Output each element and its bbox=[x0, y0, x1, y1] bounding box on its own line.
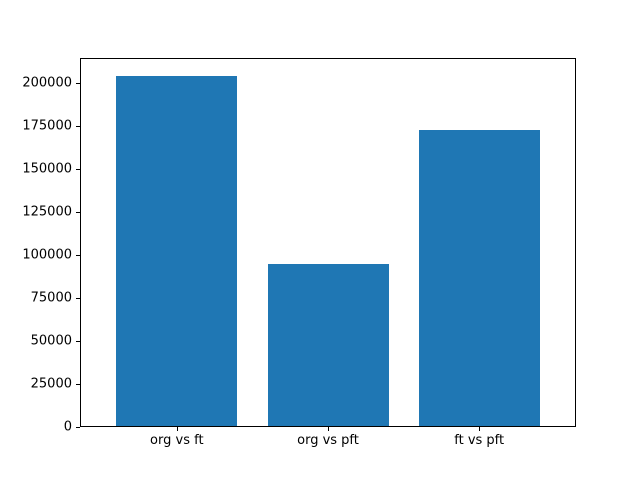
y-tick-mark bbox=[76, 168, 80, 170]
y-tick-label: 25000 bbox=[30, 376, 72, 392]
x-tick-label: org vs ft bbox=[150, 433, 204, 448]
bar-ft-vs-pft bbox=[418, 129, 540, 427]
y-tick-mark bbox=[76, 297, 80, 299]
y-tick-mark bbox=[76, 340, 80, 342]
y-tick-mark bbox=[76, 125, 80, 127]
y-tick-label: 50000 bbox=[30, 333, 72, 349]
y-tick-mark bbox=[76, 211, 80, 213]
y-tick-mark bbox=[76, 254, 80, 256]
x-tick-mark bbox=[479, 427, 481, 431]
x-tick-mark bbox=[328, 427, 329, 431]
y-tick-mark bbox=[76, 82, 80, 84]
y-tick-mark bbox=[76, 427, 80, 428]
y-tick-label: 100000 bbox=[22, 247, 72, 263]
plot-area bbox=[80, 58, 576, 427]
x-tick-mark bbox=[176, 427, 178, 431]
x-tick-label: org vs pft bbox=[297, 433, 359, 448]
y-tick-label: 150000 bbox=[22, 161, 72, 177]
bar-org-vs-ft bbox=[116, 75, 238, 427]
bar-org-vs-pft bbox=[267, 264, 389, 427]
y-tick-label: 175000 bbox=[22, 118, 72, 133]
y-tick-label: 75000 bbox=[30, 290, 72, 306]
y-tick-label: 200000 bbox=[22, 75, 72, 90]
x-tick-label: ft vs pft bbox=[454, 433, 505, 448]
y-tick-label: 0 bbox=[63, 419, 72, 435]
y-tick-mark bbox=[76, 383, 80, 385]
y-tick-label: 125000 bbox=[22, 204, 72, 220]
